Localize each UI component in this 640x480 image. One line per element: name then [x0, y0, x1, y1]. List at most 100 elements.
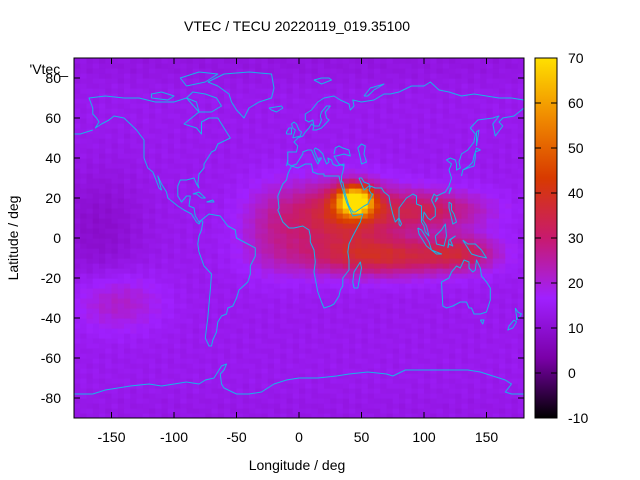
heatmap-cell: [430, 393, 438, 399]
heatmap-cell: [455, 393, 463, 399]
heatmap-cell: [411, 143, 419, 149]
heatmap-cell: [255, 93, 263, 99]
heatmap-cell: [305, 343, 313, 349]
heatmap-cell: [255, 338, 263, 344]
heatmap-cell: [480, 358, 488, 364]
heatmap-cell: [136, 88, 144, 94]
heatmap-cell: [286, 263, 294, 269]
heatmap-cell: [92, 298, 100, 304]
heatmap-cell: [230, 188, 238, 194]
heatmap-cell: [274, 248, 281, 254]
heatmap-cell: [105, 308, 113, 314]
heatmap-cell: [424, 173, 431, 179]
heatmap-cell: [474, 363, 481, 369]
heatmap-cell: [92, 313, 100, 319]
heatmap-cell: [242, 258, 250, 264]
heatmap-cell: [217, 178, 225, 184]
heatmap-cell: [505, 228, 513, 234]
heatmap-cell: [92, 403, 100, 409]
heatmap-cell: [124, 143, 131, 149]
heatmap-cell: [136, 358, 144, 364]
heatmap-cell: [217, 223, 225, 229]
heatmap-cell: [417, 183, 425, 189]
heatmap-cell: [117, 143, 125, 149]
heatmap-cell: [380, 203, 388, 209]
heatmap-cell: [174, 73, 181, 79]
heatmap-cell: [467, 133, 475, 139]
heatmap-cell: [142, 228, 150, 234]
heatmap-cell: [117, 273, 125, 279]
heatmap-cell: [467, 263, 475, 269]
heatmap-cell: [455, 253, 463, 259]
heatmap-cell: [367, 408, 375, 414]
heatmap-cell: [136, 393, 144, 399]
heatmap-cell: [405, 298, 413, 304]
heatmap-cell: [274, 243, 281, 249]
heatmap-cell: [311, 108, 319, 114]
heatmap-cell: [417, 263, 425, 269]
heatmap-cell: [292, 78, 300, 84]
heatmap-cell: [236, 273, 244, 279]
heatmap-cell: [105, 148, 113, 154]
heatmap-cell: [405, 263, 413, 269]
heatmap-cell: [336, 343, 344, 349]
heatmap-cell: [499, 308, 506, 314]
heatmap-cell: [205, 183, 213, 189]
heatmap-cell: [342, 323, 350, 329]
heatmap-cell: [324, 358, 331, 364]
heatmap-cell: [236, 108, 244, 114]
heatmap-cell: [161, 293, 169, 299]
heatmap-cell: [486, 263, 494, 269]
heatmap-cell: [386, 213, 394, 219]
heatmap-cell: [249, 73, 256, 79]
heatmap-cell: [367, 263, 375, 269]
heatmap-cell: [374, 128, 381, 134]
heatmap-cell: [349, 333, 356, 339]
heatmap-cell: [461, 288, 469, 294]
heatmap-cell: [224, 383, 231, 389]
heatmap-cell: [299, 258, 306, 264]
heatmap-cell: [142, 293, 150, 299]
heatmap-cell: [461, 83, 469, 89]
heatmap-cell: [455, 238, 463, 244]
heatmap-cell: [399, 333, 406, 339]
heatmap-cell: [380, 193, 388, 199]
heatmap-cell: [330, 338, 338, 344]
heatmap-cell: [361, 288, 369, 294]
heatmap-cell: [292, 318, 300, 324]
heatmap-cell: [317, 143, 325, 149]
heatmap-cell: [424, 208, 431, 214]
heatmap-cell: [380, 268, 388, 274]
heatmap-cell: [455, 308, 463, 314]
heatmap-cell: [192, 128, 200, 134]
heatmap-cell: [411, 88, 419, 94]
heatmap-cell: [467, 138, 475, 144]
heatmap-cell: [230, 328, 238, 334]
heatmap-cell: [192, 343, 200, 349]
heatmap-cell: [399, 253, 406, 259]
heatmap-cell: [236, 233, 244, 239]
heatmap-cell: [436, 298, 444, 304]
heatmap-cell: [92, 198, 100, 204]
heatmap-cell: [292, 188, 300, 194]
heatmap-cell: [399, 233, 406, 239]
heatmap-cell: [424, 218, 431, 224]
heatmap-cell: [361, 413, 369, 418]
heatmap-cell: [411, 163, 419, 169]
heatmap-cell: [424, 378, 431, 384]
heatmap-cell: [405, 158, 413, 164]
heatmap-cell: [417, 363, 425, 369]
heatmap-cell: [149, 313, 156, 319]
heatmap-cell: [205, 148, 213, 154]
heatmap-cell: [486, 88, 494, 94]
heatmap-cell: [130, 413, 138, 418]
heatmap-cell: [242, 298, 250, 304]
heatmap-cell: [292, 338, 300, 344]
heatmap-cell: [124, 198, 131, 204]
heatmap-cell: [324, 203, 331, 209]
heatmap-cell: [499, 128, 506, 134]
heatmap-cell: [342, 333, 350, 339]
heatmap-cell: [186, 308, 194, 314]
heatmap-grid: [74, 58, 524, 418]
heatmap-cell: [486, 308, 494, 314]
